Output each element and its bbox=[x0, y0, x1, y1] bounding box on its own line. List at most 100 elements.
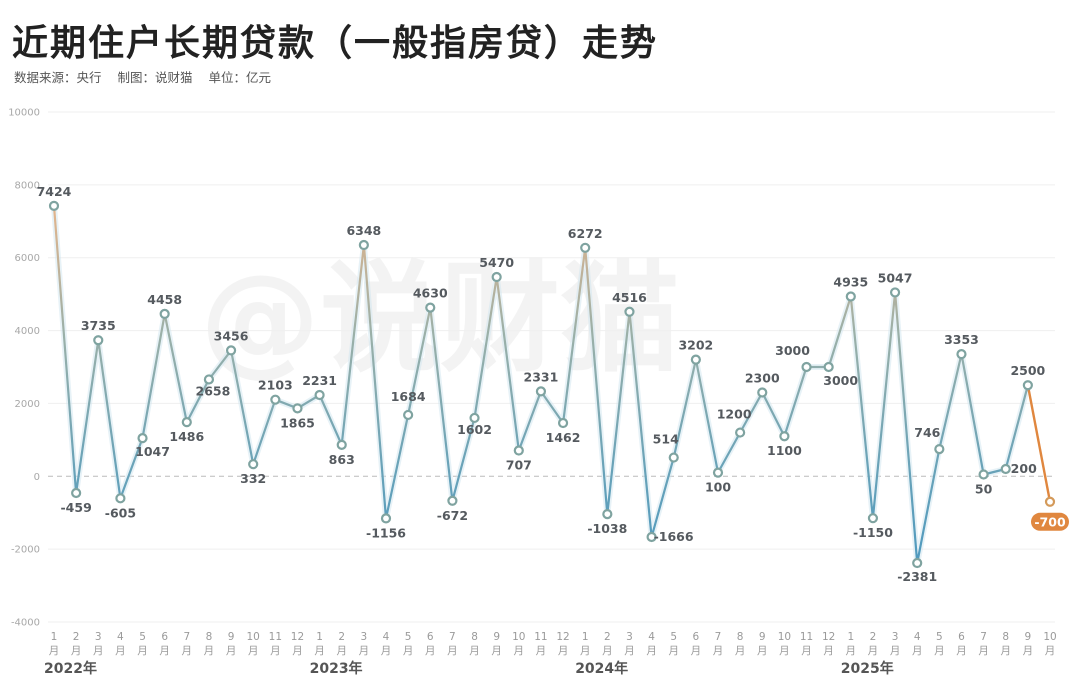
month-tick-number: 7 bbox=[980, 631, 987, 643]
month-tick-suffix: 月 bbox=[1023, 645, 1034, 657]
data-label: 3456 bbox=[214, 328, 249, 343]
data-label: 3000 bbox=[823, 373, 858, 388]
y-tick-label: 0 bbox=[34, 472, 40, 483]
data-label: 2300 bbox=[745, 371, 780, 386]
month-tick-number: 1 bbox=[582, 631, 589, 643]
data-point-marker bbox=[71, 487, 82, 499]
month-tick-suffix: 月 bbox=[314, 645, 325, 657]
data-label: 3735 bbox=[81, 318, 116, 333]
year-label: 2025年 bbox=[841, 660, 894, 677]
month-tick-number: 2 bbox=[870, 631, 877, 643]
month-tick-number: 4 bbox=[914, 631, 921, 643]
month-tick-suffix: 月 bbox=[779, 645, 790, 657]
month-tick-number: 8 bbox=[206, 631, 213, 643]
month-tick-number: 2 bbox=[338, 631, 345, 643]
month-tick-number: 12 bbox=[291, 631, 304, 643]
month-tick-number: 9 bbox=[759, 631, 766, 643]
data-point-marker bbox=[203, 374, 215, 385]
x-axis: 1月2月3月4月5月6月7月8月9月10月11月12月1月2月3月4月5月6月7… bbox=[44, 631, 1057, 677]
month-tick-suffix: 月 bbox=[137, 645, 148, 657]
month-tick-number: 4 bbox=[383, 631, 390, 643]
data-point-marker bbox=[624, 306, 635, 317]
data-point-marker bbox=[314, 389, 325, 401]
month-tick-suffix: 月 bbox=[602, 645, 613, 657]
month-tick-number: 10 bbox=[778, 631, 791, 643]
data-point-marker bbox=[513, 445, 524, 456]
data-point-marker bbox=[380, 513, 392, 524]
data-label: 707 bbox=[506, 458, 532, 473]
data-point-marker bbox=[580, 242, 591, 253]
data-point-marker bbox=[801, 361, 812, 373]
data-label: 4630 bbox=[413, 286, 448, 301]
month-tick-suffix: 月 bbox=[359, 645, 370, 657]
month-tick-suffix: 月 bbox=[248, 645, 259, 657]
month-tick-number: 1 bbox=[316, 631, 323, 643]
data-label: 50 bbox=[975, 481, 993, 496]
data-label: 3000 bbox=[775, 343, 810, 358]
data-label: 1865 bbox=[280, 415, 315, 430]
data-labels: 7424 -459 3735 -605 1047 4458 1486 2658 3456 332 2… bbox=[37, 184, 1069, 584]
month-tick-suffix: 月 bbox=[514, 645, 525, 657]
month-tick-suffix: 月 bbox=[270, 645, 281, 657]
data-point-marker bbox=[336, 439, 347, 450]
month-tick-number: 5 bbox=[936, 631, 943, 643]
month-tick-number: 8 bbox=[471, 631, 478, 643]
month-tick-suffix: 月 bbox=[934, 645, 945, 657]
data-label: 332 bbox=[240, 471, 266, 486]
data-point-marker bbox=[978, 469, 989, 480]
chart-maker: 制图：说财猫 bbox=[117, 70, 193, 85]
data-label: -1150 bbox=[853, 525, 893, 540]
month-tick-suffix: 月 bbox=[890, 645, 901, 657]
month-tick-number: 8 bbox=[1002, 631, 1009, 643]
month-tick-suffix: 月 bbox=[71, 645, 82, 657]
month-tick-number: 6 bbox=[161, 631, 168, 643]
month-tick-suffix: 月 bbox=[846, 645, 857, 657]
month-tick-suffix: 月 bbox=[292, 645, 303, 657]
month-tick-suffix: 月 bbox=[93, 645, 104, 657]
month-tick-suffix: 月 bbox=[1000, 645, 1011, 657]
month-tick-suffix: 月 bbox=[425, 645, 436, 657]
month-tick-number: 8 bbox=[737, 631, 744, 643]
data-label: 1200 bbox=[717, 407, 752, 422]
month-tick-number: 6 bbox=[427, 631, 434, 643]
month-tick-number: 1 bbox=[51, 631, 58, 643]
month-tick-number: 9 bbox=[1025, 631, 1032, 643]
data-label: 514 bbox=[653, 432, 679, 447]
month-tick-number: 10 bbox=[512, 631, 525, 643]
month-tick-number: 2 bbox=[604, 631, 611, 643]
y-tick-label: 4000 bbox=[15, 326, 40, 337]
data-point-marker bbox=[712, 467, 724, 478]
month-tick-suffix: 月 bbox=[580, 645, 591, 657]
data-label: 1462 bbox=[546, 430, 581, 445]
data-point-marker bbox=[845, 291, 856, 302]
y-tick-label: 8000 bbox=[15, 180, 40, 191]
data-point-marker bbox=[912, 557, 923, 569]
data-point-marker bbox=[602, 508, 613, 520]
data-label: 4935 bbox=[833, 275, 868, 290]
month-tick-suffix: 月 bbox=[668, 645, 679, 657]
data-label: -2381 bbox=[897, 569, 937, 584]
month-tick-number: 3 bbox=[626, 631, 633, 643]
month-tick-suffix: 月 bbox=[691, 645, 702, 657]
y-tick-label: -2000 bbox=[11, 545, 40, 556]
data-label: 200 bbox=[1011, 461, 1037, 476]
data-point-marker bbox=[646, 531, 657, 543]
month-tick-number: 1 bbox=[847, 631, 854, 643]
data-label: -1666 bbox=[654, 529, 694, 544]
data-label: 1684 bbox=[391, 389, 426, 404]
data-label: 7424 bbox=[37, 184, 72, 199]
chart-subtitle: 数据来源：央行 制图：说财猫 单位：亿元 bbox=[14, 67, 283, 86]
month-tick-suffix: 月 bbox=[536, 645, 547, 657]
month-tick-suffix: 月 bbox=[403, 645, 414, 657]
month-tick-number: 9 bbox=[493, 631, 500, 643]
data-point-marker bbox=[779, 431, 790, 442]
data-point-marker bbox=[469, 412, 480, 424]
data-label: 6348 bbox=[346, 223, 381, 238]
month-tick-suffix: 月 bbox=[624, 645, 635, 657]
data-label: 1602 bbox=[457, 422, 492, 437]
data-point-marker bbox=[181, 417, 192, 428]
data-point-marker bbox=[735, 427, 746, 438]
month-tick-suffix: 月 bbox=[868, 645, 879, 657]
y-axis: 10000 8000 6000 4000 2000 0 -2000 -4000 bbox=[8, 108, 40, 629]
